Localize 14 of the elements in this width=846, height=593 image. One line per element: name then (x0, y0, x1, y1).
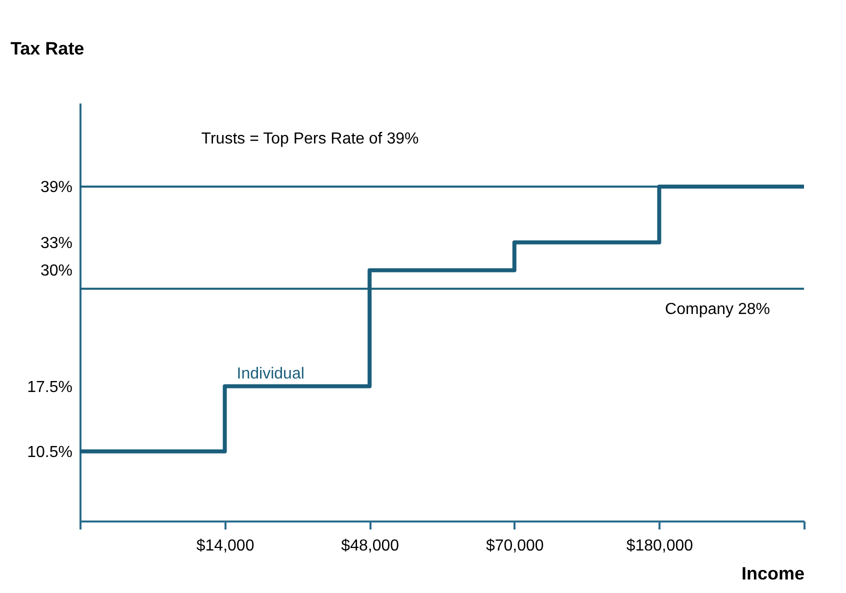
y-tick-label: 17.5% (27, 378, 72, 396)
y-tick-label: 30% (40, 262, 72, 280)
y-tick-label: 39% (40, 179, 72, 196)
y-tick-label: 10.5% (27, 444, 72, 461)
ref-line-label: Trusts = Top Pers Rate of 39% (201, 130, 419, 148)
x-tick-label: $14,000 (196, 538, 254, 554)
series-label: Individual (236, 365, 304, 382)
y-axis-title: Tax Rate (10, 38, 84, 58)
x-tick-label: $48,000 (341, 538, 400, 554)
x-tick-label: $70,000 (486, 538, 544, 554)
x-tick-label: $180,000 (626, 538, 694, 554)
y-tick-label: 33% (40, 234, 72, 252)
x-axis-title: Income (741, 564, 804, 584)
ref-line-label: Company 28% (665, 300, 770, 318)
